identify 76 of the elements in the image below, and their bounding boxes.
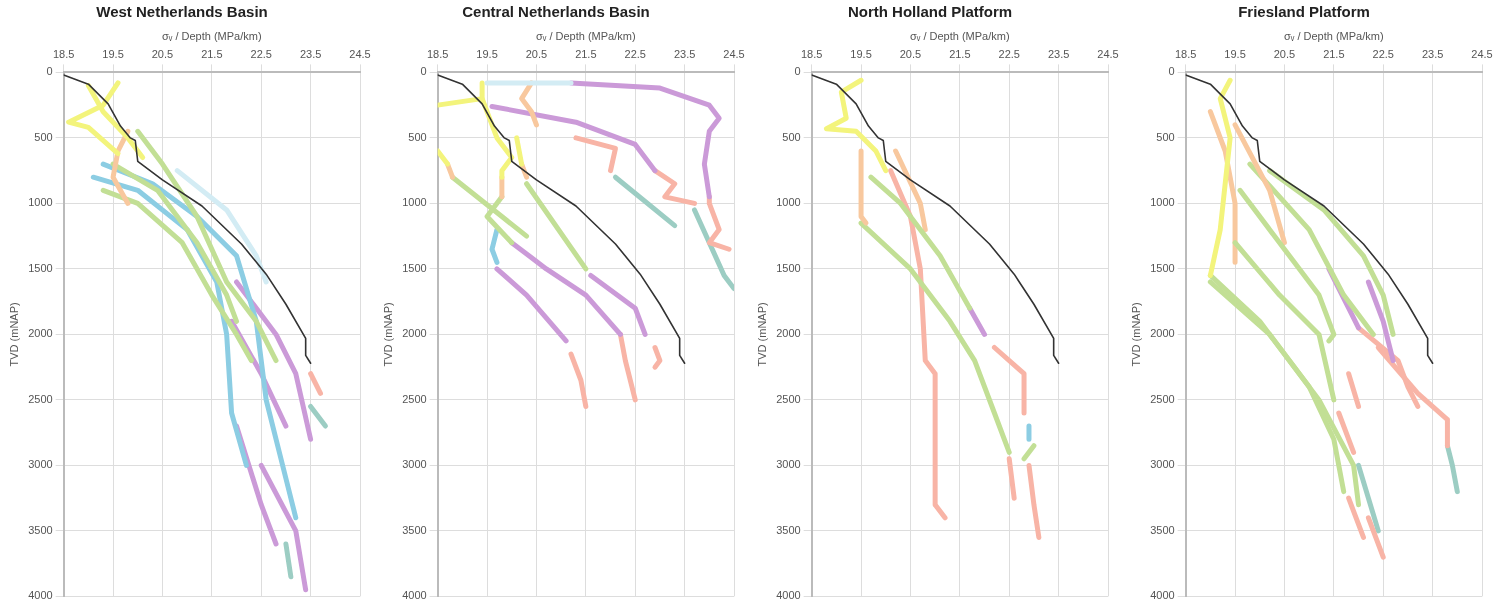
y-tick-label: 3500 xyxy=(28,523,53,536)
y-tick-label: 2500 xyxy=(1150,392,1175,405)
y-tick-label: 2500 xyxy=(402,392,427,405)
chart-title: North Holland Platform xyxy=(847,3,1013,21)
y-tick-label: 500 xyxy=(408,130,427,143)
x-tick-label: 23.5 xyxy=(299,47,322,60)
y-tick-label: 500 xyxy=(782,130,801,143)
y-tick-label: 2500 xyxy=(776,392,801,405)
x-tick-label: 24.5 xyxy=(349,47,371,60)
y-tick-label: 3000 xyxy=(1150,458,1175,471)
x-tick-label: 20.5 xyxy=(525,47,548,60)
y-tick-label: 1000 xyxy=(1150,196,1175,209)
chart-title: Central Netherlands Basin xyxy=(462,3,650,21)
y-tick-label: 4000 xyxy=(776,589,801,602)
y-tick-label: 3500 xyxy=(402,523,427,536)
chart-title: West Netherlands Basin xyxy=(96,3,268,21)
chart-title: Friesland Platform xyxy=(1238,3,1370,21)
y-tick-label: 2000 xyxy=(402,327,427,340)
y-tick-label: 2000 xyxy=(1150,327,1175,340)
x-tick-label: 20.5 xyxy=(899,47,922,60)
y-axis-title: TVD (mNAP) xyxy=(381,302,394,367)
x-tick-label: 23.5 xyxy=(1421,47,1444,60)
x-tick-label: 22.5 xyxy=(998,47,1020,60)
y-tick-label: 1500 xyxy=(28,261,53,274)
y-tick-label: 3500 xyxy=(776,523,801,536)
x-tick-label: 20.5 xyxy=(151,47,174,60)
y-axis-title: TVD (mNAP) xyxy=(1129,302,1142,367)
y-tick-label: 3500 xyxy=(1150,523,1175,536)
x-tick-label: 19.5 xyxy=(1224,47,1246,60)
x-axis-title: σᵥ / Depth (MPa/km) xyxy=(910,29,1010,42)
y-tick-label: 500 xyxy=(1156,130,1175,143)
x-tick-label: 24.5 xyxy=(723,47,745,60)
x-tick-label: 22.5 xyxy=(1372,47,1394,60)
x-axis-title: σᵥ / Depth (MPa/km) xyxy=(162,29,262,42)
x-tick-label: 19.5 xyxy=(476,47,498,60)
y-tick-label: 4000 xyxy=(1150,589,1175,602)
y-tick-label: 1000 xyxy=(402,196,427,209)
x-tick-label: 19.5 xyxy=(102,47,124,60)
x-tick-label: 22.5 xyxy=(624,47,646,60)
y-tick-label: 0 xyxy=(420,65,427,78)
y-tick-label: 2000 xyxy=(28,327,53,340)
x-tick-label: 23.5 xyxy=(673,47,696,60)
y-axis-title: TVD (mNAP) xyxy=(755,302,768,367)
x-tick-label: 24.5 xyxy=(1471,47,1493,60)
x-axis-title: σᵥ / Depth (MPa/km) xyxy=(1284,29,1384,42)
y-tick-label: 1000 xyxy=(776,196,801,209)
x-tick-label: 21.5 xyxy=(201,47,223,60)
y-tick-label: 1000 xyxy=(28,196,53,209)
y-tick-label: 1500 xyxy=(402,261,427,274)
x-tick-label: 23.5 xyxy=(1047,47,1070,60)
y-tick-label: 3000 xyxy=(28,458,53,471)
y-axis-title: TVD (mNAP) xyxy=(7,302,20,367)
y-tick-label: 0 xyxy=(1168,65,1175,78)
x-tick-label: 21.5 xyxy=(575,47,597,60)
y-tick-label: 4000 xyxy=(28,589,53,602)
x-tick-label: 18.5 xyxy=(800,47,823,60)
x-tick-label: 21.5 xyxy=(949,47,971,60)
x-tick-label: 20.5 xyxy=(1273,47,1296,60)
y-tick-label: 0 xyxy=(46,65,53,78)
x-tick-label: 18.5 xyxy=(1174,47,1197,60)
y-tick-label: 3000 xyxy=(402,458,427,471)
x-tick-label: 19.5 xyxy=(850,47,872,60)
x-tick-label: 21.5 xyxy=(1323,47,1345,60)
y-tick-label: 4000 xyxy=(402,589,427,602)
y-tick-label: 1500 xyxy=(776,261,801,274)
x-tick-label: 22.5 xyxy=(250,47,272,60)
y-tick-label: 2000 xyxy=(776,327,801,340)
y-tick-label: 2500 xyxy=(28,392,53,405)
y-tick-label: 3000 xyxy=(776,458,801,471)
y-tick-label: 500 xyxy=(34,130,53,143)
x-axis-title: σᵥ / Depth (MPa/km) xyxy=(536,29,636,42)
x-tick-label: 18.5 xyxy=(52,47,75,60)
x-tick-label: 24.5 xyxy=(1097,47,1119,60)
y-tick-label: 1500 xyxy=(1150,261,1175,274)
y-tick-label: 0 xyxy=(794,65,801,78)
x-tick-label: 18.5 xyxy=(426,47,449,60)
